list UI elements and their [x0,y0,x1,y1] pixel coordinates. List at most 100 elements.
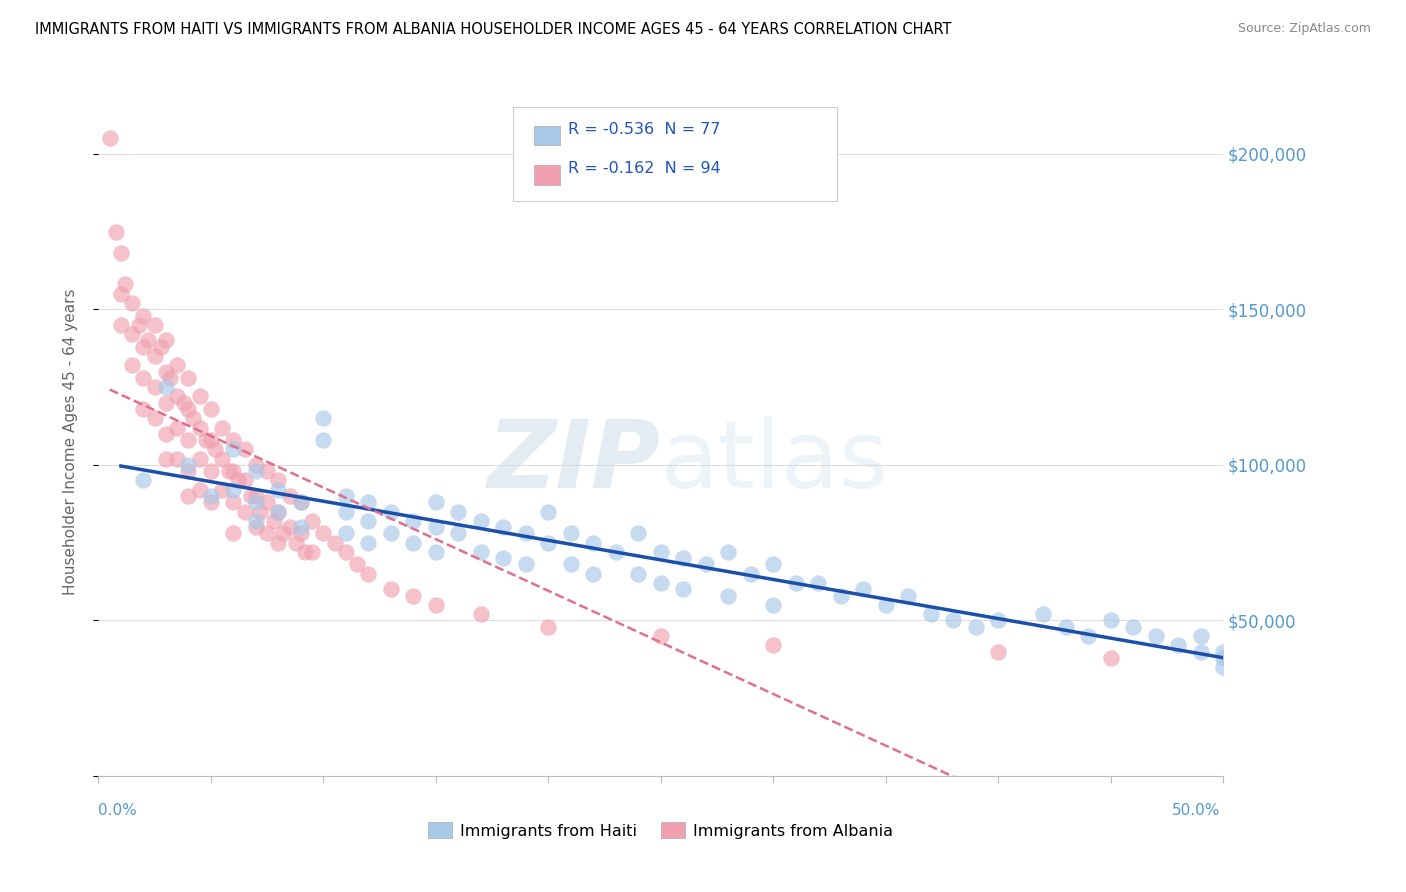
Point [965,620,987,634]
Point [256,464,278,478]
Point [166,451,188,466]
Point [987,614,1010,628]
Point [695,558,717,572]
Point [188,483,211,497]
Point [627,526,650,541]
Point [470,545,492,559]
Point [177,433,200,447]
Point [357,514,380,528]
Point [267,474,290,488]
Point [211,451,233,466]
Point [233,474,256,488]
Point [222,464,245,478]
Point [188,389,211,403]
Point [335,504,357,518]
Point [121,359,143,373]
Point [155,395,177,409]
Point [447,526,470,541]
Point [110,318,132,332]
Point [114,277,136,292]
Point [271,526,294,541]
Point [537,620,560,634]
Point [312,411,335,425]
Y-axis label: Householder Income Ages 45 - 64 years: Householder Income Ages 45 - 64 years [63,288,77,595]
Point [132,340,155,354]
Point [110,286,132,301]
Point [195,433,218,447]
Text: 50.0%: 50.0% [1173,803,1220,818]
Point [132,401,155,416]
Point [159,370,181,384]
Point [211,483,233,497]
Point [425,545,447,559]
Point [425,495,447,509]
Point [204,442,226,457]
Point [1212,660,1234,674]
Point [132,370,155,384]
Point [200,464,222,478]
Point [294,545,316,559]
Point [245,464,267,478]
Point [222,526,245,541]
Point [515,558,537,572]
Point [128,318,150,332]
Point [267,483,290,497]
Point [380,582,402,597]
Point [290,520,312,534]
Text: ZIP: ZIP [488,416,661,508]
Point [177,489,200,503]
Point [920,607,942,622]
Point [897,589,920,603]
Point [1077,629,1099,643]
Point [121,296,143,310]
Point [425,598,447,612]
Point [222,483,245,497]
Point [402,535,425,549]
Point [875,598,897,612]
Point [188,451,211,466]
Point [650,629,672,643]
Point [290,495,312,509]
Point [301,545,323,559]
Point [200,433,222,447]
Point [143,411,166,425]
Point [717,545,740,559]
Point [155,426,177,441]
Point [278,520,301,534]
Point [987,644,1010,658]
Point [233,442,256,457]
Point [650,576,672,591]
Point [290,495,312,509]
Text: Source: ZipAtlas.com: Source: ZipAtlas.com [1237,22,1371,36]
Point [717,589,740,603]
Point [357,495,380,509]
Point [249,504,271,518]
Point [380,526,402,541]
Point [762,558,785,572]
Point [470,514,492,528]
Point [470,607,492,622]
Point [942,614,965,628]
Point [132,474,155,488]
Point [155,380,177,394]
Point [155,451,177,466]
Point [105,225,128,239]
Point [672,551,695,566]
Point [278,489,301,503]
Point [762,598,785,612]
Point [1032,607,1054,622]
Point [188,420,211,434]
Point [240,489,263,503]
Point [1189,629,1212,643]
Point [121,327,143,342]
Point [1099,614,1122,628]
Point [650,545,672,559]
Point [177,370,200,384]
Point [1212,644,1234,658]
Point [785,576,807,591]
Point [177,458,200,472]
Point [245,495,267,509]
Point [222,495,245,509]
Point [267,504,290,518]
Point [492,551,515,566]
